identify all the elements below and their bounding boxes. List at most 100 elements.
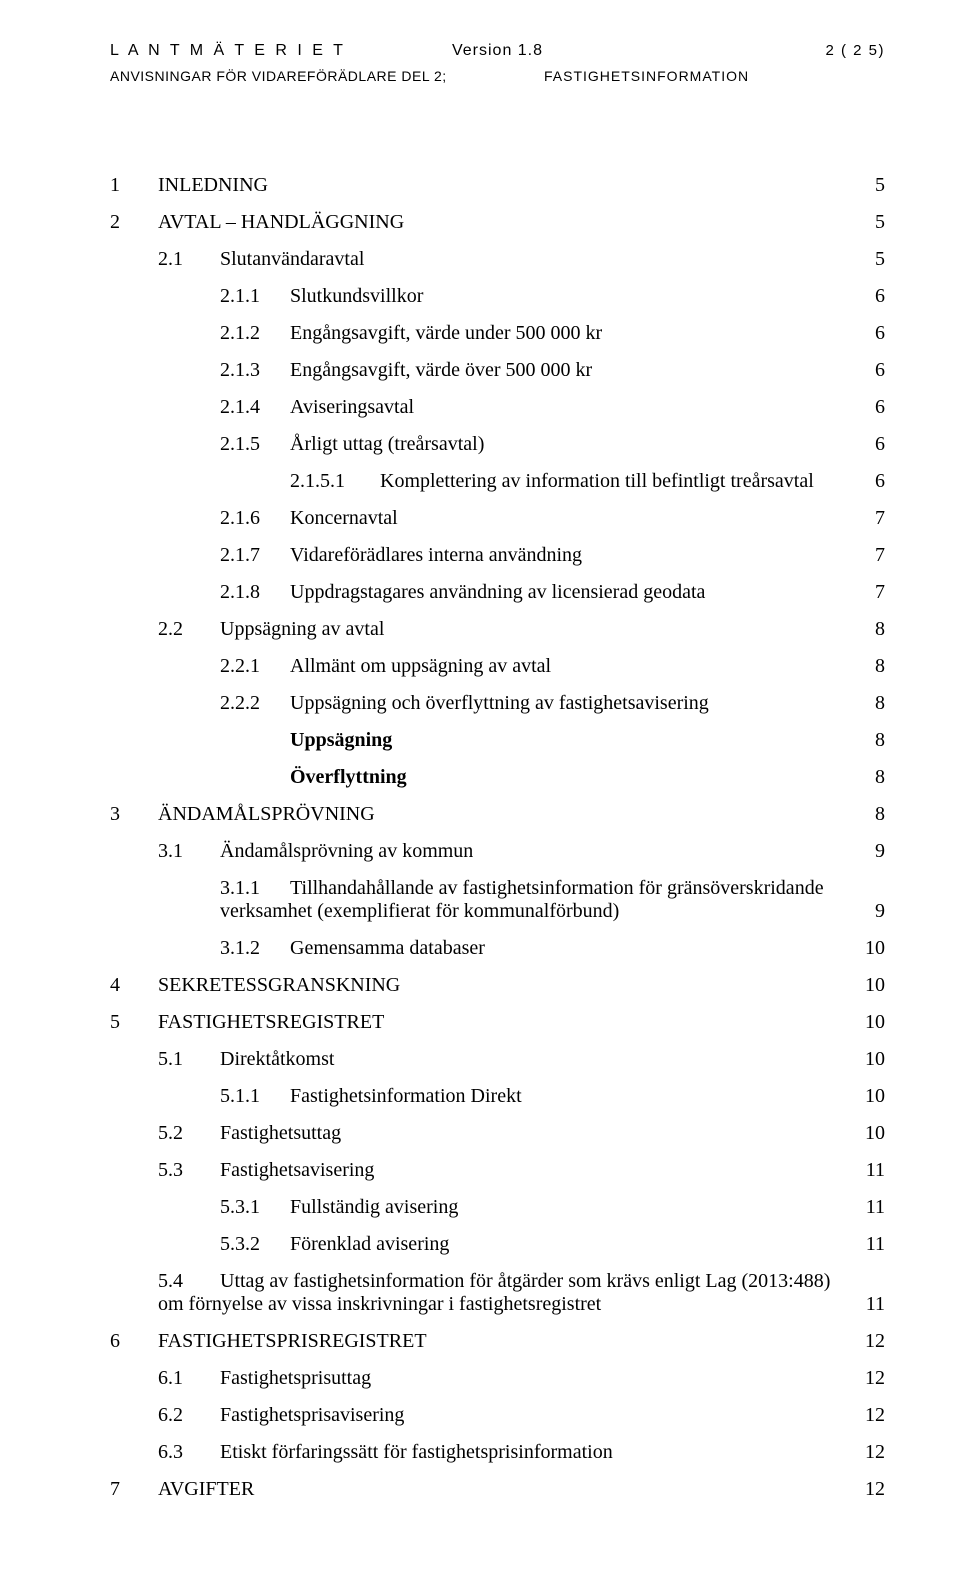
toc-entry-page: 12 — [857, 1367, 885, 1390]
toc-entry: 2.1Slutanvändaravtal5 — [158, 248, 885, 271]
subheader-right: FASTIGHETSINFORMATION — [544, 68, 885, 84]
toc-entry-title: AVTAL – HANDLÄGGNING — [158, 211, 857, 234]
toc-entry: 2.2.2Uppsägning och överflyttning av fas… — [220, 692, 885, 715]
toc-entry-title: Direktåtkomst — [220, 1048, 857, 1071]
toc-entry-number: 3.1.2 — [220, 937, 290, 960]
toc-entry-page: 5 — [857, 174, 885, 197]
toc-entry: 5.2Fastighetsuttag10 — [158, 1122, 885, 1145]
toc-entry-title: Årligt uttag (treårsavtal) — [290, 433, 857, 456]
toc-entry-title-cont: verksamhet (exemplifierat för kommunalfö… — [220, 900, 857, 923]
toc-entry: 2.1.2Engångsavgift, värde under 500 000 … — [220, 322, 885, 345]
toc-entry-page: 9 — [857, 900, 885, 923]
toc-entry: 1INLEDNING5 — [110, 174, 885, 197]
toc-entry-number: 2.1.5.1 — [290, 470, 380, 493]
toc-entry-title: Vidareförädlares interna användning — [290, 544, 857, 567]
toc-entry-continuation: verksamhet (exemplifierat för kommunalfö… — [220, 900, 885, 923]
toc-entry-page: 10 — [857, 1048, 885, 1071]
toc-entry-title: Allmänt om uppsägning av avtal — [290, 655, 857, 678]
toc-entry-number: 2.2 — [158, 618, 220, 641]
toc-entry-number: 2.1.5 — [220, 433, 290, 456]
toc-entry-page: 12 — [857, 1478, 885, 1501]
document-page: L A N T M Ä T E R I E T Version 1.8 2 ( … — [0, 0, 960, 1575]
toc-entry: 2.2Uppsägning av avtal8 — [158, 618, 885, 641]
toc-entry-title: Fastighetsprisavisering — [220, 1404, 857, 1427]
toc-entry: 5.3Fastighetsavisering11 — [158, 1159, 885, 1182]
header-page-number: 2 ( 2 5) — [543, 42, 885, 59]
toc-entry-page: 10 — [857, 1122, 885, 1145]
toc-entry: 4SEKRETESSGRANSKNING10 — [110, 974, 885, 997]
toc-entry-title: INLEDNING — [158, 174, 857, 197]
toc-entry: 7AVGIFTER12 — [110, 1478, 885, 1501]
toc-entry-title: SEKRETESSGRANSKNING — [158, 974, 857, 997]
toc-entry-title: Slutanvändaravtal — [220, 248, 857, 271]
toc-entry-page: 10 — [857, 974, 885, 997]
toc-entry-title: Fastighetsuttag — [220, 1122, 857, 1145]
toc-entry-number: 2.2.2 — [220, 692, 290, 715]
toc-entry-number: 6.3 — [158, 1441, 220, 1464]
toc-entry-title: Fastighetsinformation Direkt — [290, 1085, 857, 1108]
toc-entry-title: AVGIFTER — [158, 1478, 857, 1501]
toc-entry-page: 8 — [857, 655, 885, 678]
toc-entry-title: ÄNDAMÅLSPRÖVNING — [158, 803, 857, 826]
toc-entry-page: 8 — [857, 729, 885, 752]
subheader-left: ANVISNINGAR FÖR VIDAREFÖRÄDLARE DEL 2; — [110, 68, 544, 84]
toc-entry-page: 7 — [857, 507, 885, 530]
toc-entry-page: 5 — [857, 248, 885, 271]
toc-entry-continuation: om förnyelse av vissa inskrivningar i fa… — [158, 1293, 885, 1316]
toc-entry-number: 2.2.1 — [220, 655, 290, 678]
toc-entry: 5.3.1Fullständig avisering11 — [220, 1196, 885, 1219]
toc-entry-number: 1 — [110, 174, 158, 197]
toc-entry-number: 5.1 — [158, 1048, 220, 1071]
header-org: L A N T M Ä T E R I E T — [110, 42, 452, 60]
toc-entry-page: 5 — [857, 211, 885, 234]
toc-entry-page: 6 — [857, 433, 885, 456]
toc-entry: 2.1.5Årligt uttag (treårsavtal)6 — [220, 433, 885, 456]
toc-entry-number: 5 — [110, 1011, 158, 1034]
page-header: L A N T M Ä T E R I E T Version 1.8 2 ( … — [110, 42, 885, 60]
toc-entry-title: Ändamålsprövning av kommun — [220, 840, 857, 863]
toc-entry-number: 3.1.1 — [220, 877, 290, 900]
toc-entry: 2.1.1Slutkundsvillkor6 — [220, 285, 885, 308]
toc-entry: 2.1.8Uppdragstagares användning av licen… — [220, 581, 885, 604]
toc-entry-title: Etiskt förfaringssätt för fastighetspris… — [220, 1441, 857, 1464]
header-version: Version 1.8 — [452, 42, 543, 60]
toc-entry: 2AVTAL – HANDLÄGGNING5 — [110, 211, 885, 234]
toc-entry-page: 11 — [857, 1293, 885, 1316]
table-of-contents: 1INLEDNING52AVTAL – HANDLÄGGNING52.1Slut… — [110, 174, 885, 1501]
toc-entry: 6.3Etiskt förfaringssätt för fastighetsp… — [158, 1441, 885, 1464]
toc-entry-number: 6 — [110, 1330, 158, 1353]
toc-entry-title: Uppsägning och överflyttning av fastighe… — [290, 692, 857, 715]
toc-entry-number: 2.1 — [158, 248, 220, 271]
toc-entry-page: 7 — [857, 581, 885, 604]
toc-entry-page: 8 — [857, 766, 885, 789]
toc-entry-title: Engångsavgift, värde över 500 000 kr — [290, 359, 857, 382]
toc-entry-title: Engångsavgift, värde under 500 000 kr — [290, 322, 857, 345]
toc-entry-page: 10 — [857, 1011, 885, 1034]
toc-entry-page: 6 — [857, 396, 885, 419]
toc-entry-page: 11 — [857, 1196, 885, 1219]
toc-entry-title: FASTIGHETSPRISREGISTRET — [158, 1330, 857, 1353]
page-subheader: ANVISNINGAR FÖR VIDAREFÖRÄDLARE DEL 2; F… — [110, 68, 885, 84]
toc-entry: 2.1.3Engångsavgift, värde över 500 000 k… — [220, 359, 885, 382]
toc-entry-title: Fastighetsavisering — [220, 1159, 857, 1182]
toc-entry-page: 6 — [857, 285, 885, 308]
toc-entry: 2.1.6Koncernavtal7 — [220, 507, 885, 530]
toc-entry-title: Fastighetsprisuttag — [220, 1367, 857, 1390]
toc-entry-number: 2.1.4 — [220, 396, 290, 419]
toc-entry-title: Fullständig avisering — [290, 1196, 857, 1219]
toc-entry-number: 6.2 — [158, 1404, 220, 1427]
toc-entry-page: 12 — [857, 1404, 885, 1427]
toc-entry-number: 2.1.1 — [220, 285, 290, 308]
toc-entry-title: Gemensamma databaser — [290, 937, 857, 960]
toc-entry: 5.1Direktåtkomst10 — [158, 1048, 885, 1071]
toc-entry-title: Komplettering av information till befint… — [380, 470, 857, 493]
toc-entry-title: Uttag av fastighetsinformation för åtgär… — [220, 1270, 885, 1293]
toc-entry-title: Slutkundsvillkor — [290, 285, 857, 308]
toc-entry-number: 5.1.1 — [220, 1085, 290, 1108]
toc-entry-page: 8 — [857, 803, 885, 826]
toc-entry: Överflyttning8 — [290, 766, 885, 789]
toc-entry-number: 2.1.6 — [220, 507, 290, 530]
toc-entry-number: 5.2 — [158, 1122, 220, 1145]
toc-entry-page: 6 — [857, 322, 885, 345]
toc-entry-title: Förenklad avisering — [290, 1233, 857, 1256]
